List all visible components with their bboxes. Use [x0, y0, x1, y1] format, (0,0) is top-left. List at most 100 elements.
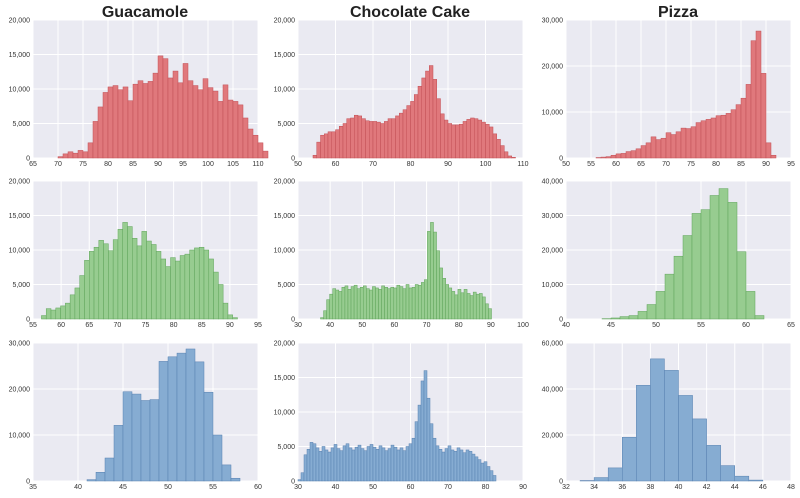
x-tick-label: 65: [637, 161, 645, 168]
histogram-bar: [396, 284, 401, 320]
histogram-bar: [369, 121, 374, 159]
y-tick-label: 20,000: [542, 64, 564, 71]
histogram-bar: [157, 55, 164, 159]
histogram-bar: [338, 291, 343, 320]
histogram-bar: [444, 448, 449, 482]
x-tick-label: 60: [391, 322, 399, 329]
y-tick-label: 40,000: [542, 179, 564, 186]
histogram-bar: [466, 119, 471, 159]
x-tick-label: 100: [202, 161, 214, 168]
histogram-bar: [344, 285, 349, 320]
histogram-bar: [203, 249, 210, 320]
y-tick-label: 15,000: [274, 213, 296, 220]
histogram-bar: [95, 472, 106, 482]
histogram-bar: [417, 284, 422, 320]
x-tick-label: 80: [407, 161, 415, 168]
panel-guacamole-row3: 35 40 45 50 55 60 0 10,000 20,000 30,000: [9, 341, 262, 492]
histogram-bar: [333, 444, 338, 482]
histogram-bar: [468, 451, 473, 482]
histogram-bar: [619, 316, 630, 320]
histogram-bar: [477, 119, 482, 159]
histogram-bar: [605, 156, 612, 159]
histogram-bar: [429, 65, 434, 159]
x-tick-label: 80: [170, 322, 178, 329]
histogram-bar: [384, 450, 389, 482]
x-tick-label: 70: [662, 161, 670, 168]
histogram-bar: [158, 361, 169, 482]
histogram-bar: [330, 447, 335, 482]
histogram-bar: [375, 287, 379, 320]
histogram-bar: [262, 150, 269, 159]
histogram-bar: [378, 289, 382, 320]
histogram-bar: [442, 278, 446, 320]
histogram-bar: [222, 302, 229, 320]
x-tick-label: 65: [29, 161, 37, 168]
x-tick-label: 70: [113, 322, 121, 329]
histogram-bar: [108, 250, 114, 320]
histogram-bar: [212, 90, 219, 159]
y-tick-label: 40,000: [542, 387, 564, 394]
histogram-bar: [152, 72, 159, 159]
histogram-bar: [507, 155, 512, 159]
x-tick-label: 55: [587, 161, 595, 168]
y-tick-label: 20,000: [9, 179, 31, 186]
x-tick-label: 60: [407, 484, 415, 491]
histogram-bar: [460, 292, 465, 320]
histogram-bar: [345, 443, 350, 482]
x-tick-label: 80: [712, 161, 720, 168]
y-tick-label: 10,000: [274, 248, 296, 255]
y-tick-label: 5,000: [12, 121, 30, 128]
x-tick-label: 90: [226, 322, 234, 329]
histogram-bar: [378, 445, 383, 482]
y-tick-label: 20,000: [542, 433, 564, 440]
histogram-bar: [327, 131, 332, 159]
histogram-bar: [489, 126, 494, 159]
histogram-bar: [177, 82, 184, 159]
y-tick-label: 10,000: [9, 87, 31, 94]
histogram-bar: [380, 123, 385, 159]
histogram-bar: [65, 302, 71, 320]
histogram-bar: [399, 112, 404, 159]
histogram-bar: [187, 80, 194, 159]
histogram-bar: [637, 311, 648, 320]
histogram-bar: [700, 120, 707, 159]
histogram-bar: [381, 447, 386, 482]
histogram-bar: [429, 423, 434, 482]
histogram-bar: [628, 315, 639, 320]
histogram-bar: [445, 284, 450, 320]
x-tick-label: 34: [590, 484, 598, 491]
x-tick-label: 50: [358, 322, 366, 329]
histogram-bar: [424, 279, 428, 320]
x-tick-label: 70: [444, 484, 452, 491]
y-tick-label: 0: [26, 156, 30, 163]
histogram-bar: [381, 285, 385, 320]
histogram-bar: [425, 70, 430, 159]
histogram-bar: [430, 222, 434, 320]
histogram-bar: [393, 446, 398, 482]
histogram-bar: [465, 449, 470, 482]
histogram-bar: [132, 238, 138, 320]
histogram-bar: [107, 86, 114, 159]
histogram-bar: [489, 470, 494, 482]
histogram-bar: [485, 123, 490, 159]
histogram-bar: [700, 209, 711, 320]
histogram-bar: [405, 446, 410, 482]
x-tick-label: 60: [742, 322, 750, 329]
x-tick-label: 100: [517, 322, 529, 329]
histogram-bar: [715, 115, 722, 159]
y-tick-label: 0: [26, 479, 30, 486]
histogram-bar: [122, 86, 129, 159]
histogram-bar: [710, 117, 717, 159]
panel-pizza-row1: 50 55 60 65 70 75 80 85 90 95 0 10,000 20,000 30,000: [542, 18, 795, 169]
histogram-bar: [50, 309, 57, 320]
histogram-bar: [414, 421, 419, 482]
histogram-bar: [203, 391, 214, 482]
histogram-bar: [387, 118, 392, 159]
x-tick-label: 30: [294, 322, 302, 329]
histogram-bar: [399, 447, 404, 482]
histogram-bar: [770, 154, 777, 159]
histogram-bar: [60, 305, 66, 320]
histogram-bar: [149, 399, 160, 482]
histogram-bar: [440, 113, 445, 159]
x-tick-label: 44: [731, 484, 739, 491]
